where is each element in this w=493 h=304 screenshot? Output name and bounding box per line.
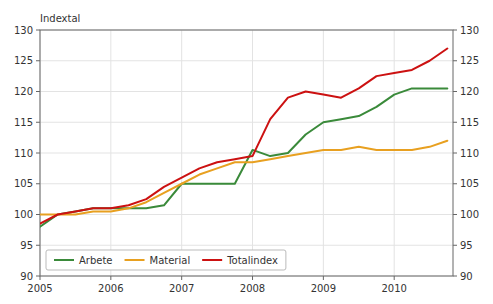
tick: [453, 91, 457, 92]
axis-label: Indextal: [40, 13, 80, 24]
tick-label: 2006: [98, 283, 123, 294]
grid: [40, 30, 453, 276]
tick-label: 95: [460, 240, 473, 251]
tick-label: 110: [460, 148, 479, 159]
tick-label: 2008: [240, 283, 265, 294]
legend-box: [46, 250, 286, 270]
tick-label: 90: [20, 271, 33, 282]
grid-line: [323, 30, 324, 276]
tick: [394, 276, 395, 280]
chart: 90 95 100 105 110 115 120 125 130 90 95 100 105 110 11…: [0, 0, 493, 304]
tick-label: 120: [14, 86, 33, 97]
legend-swatch: [125, 259, 145, 261]
tick: [453, 183, 457, 184]
axes: 90 95 100 105 110 115 120 125 130 90 95 100 105 110 11…: [14, 25, 479, 295]
grid-line: [40, 214, 453, 215]
tick: [453, 276, 457, 277]
tick: [36, 30, 40, 31]
tick: [36, 214, 40, 215]
tick: [36, 183, 40, 184]
tick: [323, 276, 324, 280]
tick: [36, 60, 40, 61]
grid-line: [40, 60, 453, 61]
tick: [110, 276, 111, 280]
tick: [453, 60, 457, 61]
tick: [40, 276, 41, 280]
tick: [453, 122, 457, 123]
tick: [453, 245, 457, 246]
tick-label: 2005: [27, 283, 52, 294]
tick: [36, 245, 40, 246]
legend: Arbete Material Totalindex: [46, 250, 286, 270]
grid-line: [40, 183, 453, 184]
grid-line: [40, 122, 453, 123]
tick-label: 2009: [311, 283, 336, 294]
tick: [36, 91, 40, 92]
grid-line: [40, 91, 453, 92]
tick: [453, 30, 457, 31]
series-line: [40, 141, 447, 215]
legend-swatch: [54, 259, 74, 261]
tick: [36, 153, 40, 154]
grid-line: [40, 245, 453, 246]
series-lines: [40, 48, 447, 226]
legend-label: Material: [150, 255, 191, 266]
plot-frame: [40, 30, 453, 276]
grid-line: [181, 30, 182, 276]
grid-line: [110, 30, 111, 276]
tick: [453, 214, 457, 215]
tick-label: 125: [14, 55, 33, 66]
tick-label: 115: [460, 117, 479, 128]
grid-line: [40, 153, 453, 154]
tick-label: 100: [460, 209, 479, 220]
grid-line: [252, 30, 253, 276]
tick: [36, 276, 40, 277]
tick: [252, 276, 253, 280]
legend-label: Totalindex: [226, 255, 278, 266]
tick-label: 110: [14, 148, 33, 159]
tick: [453, 153, 457, 154]
tick-label: 105: [14, 178, 33, 189]
tick-label: 120: [460, 86, 479, 97]
grid-line: [394, 30, 395, 276]
legend-label: Arbete: [79, 255, 113, 266]
tick-label: 90: [460, 271, 473, 282]
tick-label: 115: [14, 117, 33, 128]
tick: [181, 276, 182, 280]
tick-label: 2010: [381, 283, 406, 294]
tick-label: 125: [460, 55, 479, 66]
tick-label: 100: [14, 209, 33, 220]
tick-label: 105: [460, 178, 479, 189]
tick-label: 130: [460, 25, 479, 36]
tick-label: 95: [20, 240, 33, 251]
legend-swatch: [202, 259, 222, 261]
tick-label: 2007: [169, 283, 194, 294]
series-line: [40, 48, 447, 223]
tick: [36, 122, 40, 123]
tick-label: 130: [14, 25, 33, 36]
